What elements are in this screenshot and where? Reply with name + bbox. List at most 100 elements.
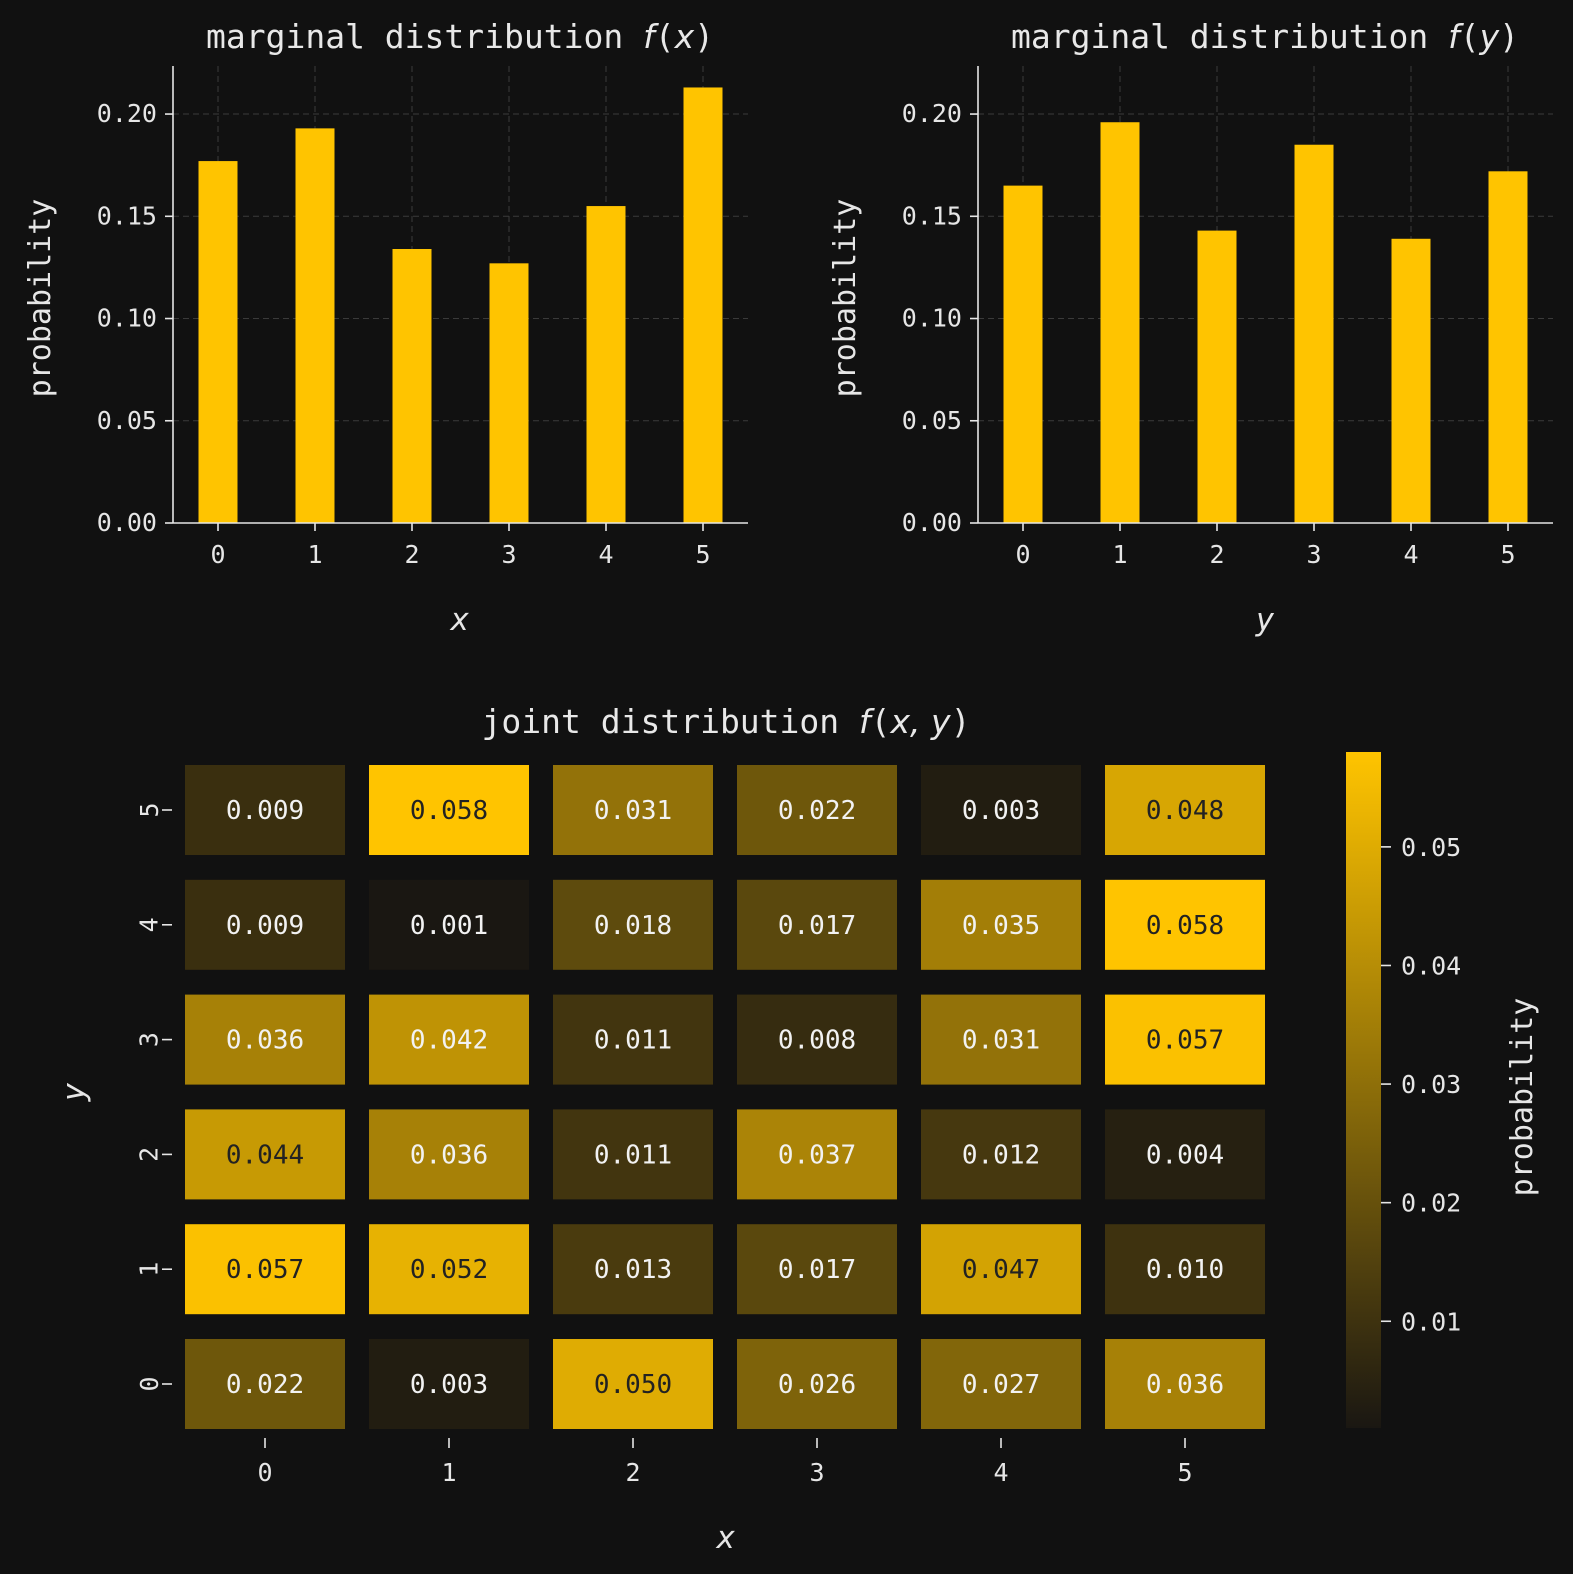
heatmap-cell — [369, 765, 529, 855]
y-tick-label: 0.05 — [97, 406, 157, 435]
bar — [586, 206, 626, 523]
bar — [1294, 144, 1334, 523]
x-ticks: 0 1 2 3 4 5 — [257, 1438, 1193, 1487]
x-tick-label: 1 — [1112, 540, 1127, 569]
y-tick-label: 0.10 — [902, 304, 962, 333]
colorbar-label: probability — [1505, 998, 1540, 1197]
x-tick-label: 3 — [1306, 540, 1321, 569]
bar — [392, 249, 432, 524]
heatmap-cell — [921, 765, 1081, 855]
grid — [173, 66, 748, 523]
x-tick-label: 2 — [404, 540, 419, 569]
cell-value-label: 0.050 — [594, 1370, 672, 1400]
cell-value-label: 0.057 — [226, 1255, 304, 1285]
y-ticks: 0.00 0.05 0.10 0.15 0.20 — [902, 99, 978, 537]
y-tick-label: 0.00 — [902, 508, 962, 537]
heatmap-cell — [553, 1339, 713, 1429]
heatmap-cell — [1105, 994, 1265, 1085]
x-tick-label: 5 — [1177, 1458, 1192, 1487]
y-tick-label: 0.15 — [902, 201, 962, 230]
bars — [198, 87, 723, 524]
heatmap-cell — [369, 1224, 529, 1315]
x-axis-label: y — [1255, 602, 1275, 638]
heatmap-cell — [1105, 1224, 1265, 1315]
heatmap-cell — [1105, 1339, 1265, 1429]
x-tick-label: 0 — [210, 540, 225, 569]
cell-value-label: 0.013 — [594, 1255, 672, 1285]
heatmap-cell — [737, 1339, 897, 1429]
cell-value-label: 0.018 — [594, 911, 672, 941]
heatmap-cell — [737, 879, 897, 970]
heatmap-cell — [737, 1224, 897, 1315]
heatmap-cell — [185, 1339, 345, 1429]
cell-value-label: 0.037 — [778, 1140, 856, 1170]
heatmap-cell — [185, 879, 345, 970]
x-tick-label: 5 — [695, 540, 710, 569]
cell-value-label: 0.009 — [226, 796, 304, 826]
y-tick-label: 0 — [135, 1376, 164, 1391]
colorbar-tick-label: 0.02 — [1401, 1189, 1461, 1218]
cell-value-label: 0.035 — [962, 911, 1040, 941]
cell-value-label: 0.017 — [778, 911, 856, 941]
cell-value-label: 0.022 — [778, 796, 856, 826]
heatmap-cell — [921, 1109, 1081, 1200]
heatmap-cell — [553, 879, 713, 970]
bar — [1100, 122, 1140, 524]
cell-value-label: 0.058 — [1146, 911, 1224, 941]
grid — [978, 66, 1553, 523]
colorbar-tick-label: 0.01 — [1401, 1307, 1461, 1336]
heatmap-cell — [737, 994, 897, 1085]
cell-value-label: 0.031 — [594, 796, 672, 826]
cell-value-label: 0.022 — [226, 1370, 304, 1400]
cell-value-label: 0.058 — [410, 796, 488, 826]
heatmap-cells: 0.009 0.058 0.031 0.022 0.003 0.048 0.009 0.001… — [185, 765, 1265, 1429]
x-ticks: 0 1 2 3 4 5 — [1015, 523, 1516, 569]
heatmap-cell — [185, 1109, 345, 1200]
x-tick-label: 3 — [501, 540, 516, 569]
cell-value-label: 0.027 — [962, 1370, 1040, 1400]
x-tick-label: 0 — [257, 1458, 272, 1487]
heatmap-cell — [737, 1109, 897, 1200]
y-tick-label: 0.20 — [902, 99, 962, 128]
bar — [1488, 171, 1528, 523]
x-tick-label: 4 — [598, 540, 613, 569]
heatmap-cell — [369, 1339, 529, 1429]
y-tick-label: 0.15 — [97, 201, 157, 230]
heatmap-cell — [553, 1224, 713, 1315]
x-ticks: 0 1 2 3 4 5 — [210, 523, 711, 569]
y-tick-label: 5 — [135, 802, 164, 817]
bar — [1197, 230, 1237, 523]
y-tick-label: 4 — [135, 917, 164, 932]
y-axis-label: y — [56, 1082, 92, 1102]
cell-value-label: 0.003 — [410, 1370, 488, 1400]
y-ticks: 5 4 3 2 1 0 — [135, 802, 172, 1392]
colorbar-gradient — [1346, 752, 1381, 1428]
chart-title: marginal distribution f(x) — [206, 17, 714, 56]
x-tick-label: 4 — [993, 1458, 1008, 1487]
x-axis-label: x — [715, 1520, 736, 1556]
colorbar: 0.01 0.02 0.03 0.04 0.05 probability — [1346, 752, 1540, 1428]
x-tick-label: 5 — [1500, 540, 1515, 569]
x-tick-label: 3 — [809, 1458, 824, 1487]
cell-value-label: 0.057 — [1146, 1026, 1224, 1056]
y-tick-label: 0.20 — [97, 99, 157, 128]
y-tick-label: 3 — [135, 1032, 164, 1047]
heatmap-cell — [185, 994, 345, 1085]
bars — [1003, 122, 1528, 524]
heatmap-cell — [553, 994, 713, 1085]
cell-value-label: 0.017 — [778, 1255, 856, 1285]
x-tick-label: 2 — [625, 1458, 640, 1487]
heatmap-cell — [921, 1339, 1081, 1429]
cell-value-label: 0.031 — [962, 1026, 1040, 1056]
cell-value-label: 0.047 — [962, 1255, 1040, 1285]
cell-value-label: 0.010 — [1146, 1255, 1224, 1285]
colorbar-tick-label: 0.04 — [1401, 951, 1461, 980]
colorbar-tick-label: 0.03 — [1401, 1070, 1461, 1099]
cell-value-label: 0.044 — [226, 1140, 304, 1170]
heatmap-cell — [553, 1109, 713, 1200]
cell-value-label: 0.052 — [410, 1255, 488, 1285]
cell-value-label: 0.036 — [1146, 1370, 1224, 1400]
cell-value-label: 0.042 — [410, 1026, 488, 1056]
heatmap-cell — [1105, 879, 1265, 970]
